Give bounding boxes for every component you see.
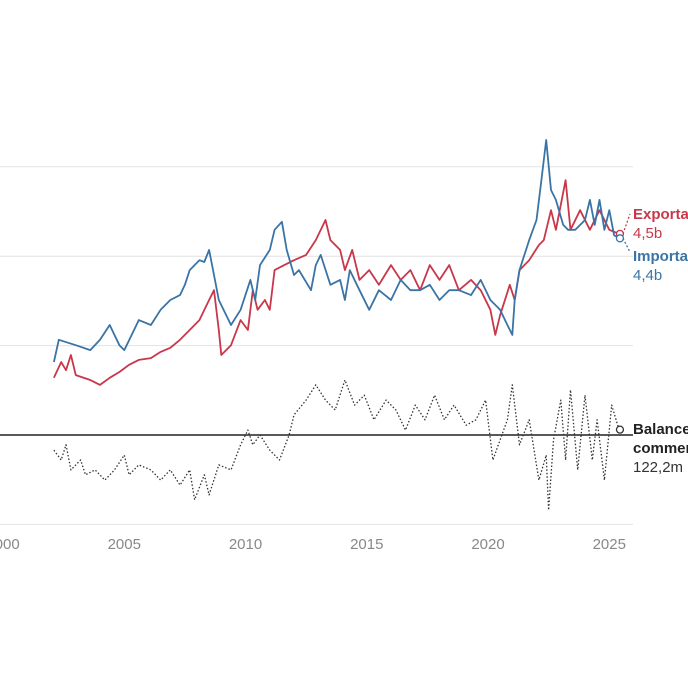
imports-end-value: 4,4b	[633, 267, 662, 284]
imports-line	[53, 139, 620, 363]
exports-line	[53, 179, 620, 386]
balance-line	[53, 379, 620, 511]
imports-label-connector	[622, 238, 631, 253]
balance-series-label-line1: Balance	[633, 421, 688, 438]
balance-series-label-line2: commer	[633, 440, 688, 457]
balance-end-value: 122,2m	[633, 459, 683, 476]
exports-end-value: 4,5b	[633, 225, 662, 242]
imports-series-label: Importa	[633, 248, 688, 265]
x-tick-label: 2000	[0, 536, 20, 553]
exports-series-label: Exportat	[633, 206, 688, 223]
x-tick-label: 2015	[350, 536, 383, 553]
end-labels: Exportat 4,5b Importa 4,4b Balance comme…	[633, 206, 688, 476]
x-axis-ticks: 2000 2005 2010 2015 2020 2025	[0, 536, 626, 553]
x-tick-label: 2025	[593, 536, 626, 553]
balance-end-marker	[615, 425, 625, 434]
x-tick-label: 2005	[108, 536, 141, 553]
series-lines	[53, 139, 631, 511]
x-tick-label: 2020	[471, 536, 504, 553]
x-tick-label: 2010	[229, 536, 262, 553]
imports-end-marker	[615, 234, 625, 243]
exports-label-connector	[622, 213, 631, 235]
gridlines	[0, 166, 633, 525]
